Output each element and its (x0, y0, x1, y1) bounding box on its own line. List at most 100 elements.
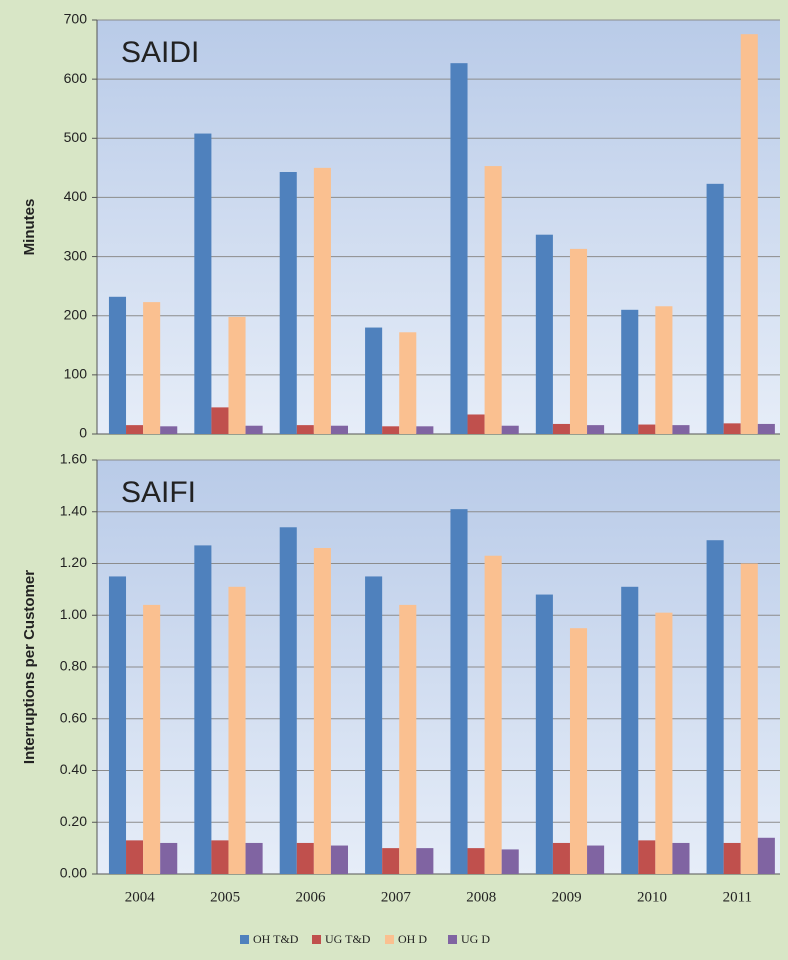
bar (143, 302, 161, 434)
bar (467, 848, 485, 874)
bar (706, 540, 724, 874)
y-tick-label: 500 (64, 129, 88, 145)
bar (245, 425, 263, 434)
x-tick-label: 2008 (466, 889, 496, 905)
y-tick-label: 1.00 (60, 606, 87, 622)
bar (706, 183, 724, 434)
y-axis-label: Interruptions per Customer (21, 570, 38, 764)
legend-swatch (448, 935, 457, 944)
bar (655, 612, 673, 874)
bar (160, 426, 178, 434)
bar (382, 848, 400, 874)
bar (501, 849, 519, 874)
y-tick-label: 100 (64, 366, 88, 382)
x-tick-label: 2011 (723, 889, 752, 905)
bar (535, 594, 553, 874)
bar (245, 842, 263, 874)
legend-swatch (385, 935, 394, 944)
x-tick-label: 2005 (210, 889, 240, 905)
bar (450, 509, 468, 874)
legend-label: OH D (398, 932, 427, 946)
bar (569, 248, 588, 434)
bar (365, 327, 383, 434)
x-tick-label: 2004 (125, 889, 156, 905)
bar (399, 604, 417, 874)
x-tick-label: 2009 (552, 889, 582, 905)
bar (279, 171, 297, 435)
y-tick-label: 300 (64, 247, 88, 263)
bar (313, 547, 331, 874)
bar (740, 34, 758, 435)
bar (723, 842, 741, 874)
bar (723, 423, 741, 434)
bar (126, 425, 144, 434)
bar (313, 167, 331, 434)
bar (638, 840, 656, 874)
bar (194, 133, 212, 434)
bar (552, 423, 570, 434)
x-tick-label: 2006 (295, 889, 326, 905)
bar (535, 234, 553, 434)
legend-swatch (240, 935, 249, 944)
chart-title: SAIDI (121, 36, 199, 69)
bar (211, 407, 229, 434)
bar (399, 332, 417, 434)
bar (484, 555, 502, 874)
bar (296, 842, 314, 874)
bar (672, 425, 690, 434)
x-tick-label: 2007 (381, 889, 412, 905)
y-tick-label: 1.60 (60, 451, 87, 467)
bar (330, 425, 349, 434)
bar (211, 840, 229, 874)
bar (638, 424, 656, 434)
y-tick-label: 700 (64, 11, 88, 27)
y-tick-label: 0.40 (60, 761, 87, 777)
y-tick-label: 0.80 (60, 658, 87, 674)
bar (143, 604, 161, 874)
bar (126, 840, 144, 874)
bar (740, 563, 758, 874)
y-tick-label: 0.60 (60, 709, 87, 725)
bar (757, 423, 775, 434)
y-tick-label: 1.20 (60, 554, 87, 570)
bar (672, 842, 690, 874)
legend-label: OH T&D (253, 932, 299, 946)
bar (655, 306, 673, 434)
bar (160, 842, 178, 874)
bar (365, 576, 383, 874)
y-tick-label: 0.20 (60, 813, 87, 829)
legend-swatch (312, 935, 321, 944)
bar (552, 842, 570, 874)
bar (416, 426, 434, 434)
bar (330, 845, 349, 874)
bar (382, 426, 400, 434)
bar (484, 166, 502, 434)
bar (587, 845, 605, 874)
y-tick-label: 400 (64, 188, 88, 204)
legend-label: UG D (461, 932, 490, 946)
bar (621, 309, 639, 434)
bar (757, 837, 775, 874)
y-axis-label: Minutes (21, 199, 38, 256)
bar (194, 545, 212, 874)
y-tick-label: 0.00 (60, 865, 87, 881)
bar (108, 576, 127, 874)
bar (296, 425, 314, 434)
bar (467, 414, 485, 434)
bar (108, 296, 127, 434)
x-tick-label: 2010 (637, 889, 667, 905)
bar (450, 63, 468, 434)
y-tick-label: 0 (79, 425, 87, 441)
legend-label: UG T&D (325, 932, 371, 946)
bar (501, 425, 519, 434)
y-tick-label: 600 (64, 70, 88, 86)
y-tick-label: 200 (64, 306, 88, 322)
bar (416, 848, 434, 874)
bar (228, 316, 246, 434)
bar (569, 628, 588, 874)
bar (279, 527, 297, 874)
bar (228, 586, 246, 874)
bar (621, 586, 639, 874)
y-tick-label: 1.40 (60, 502, 87, 518)
